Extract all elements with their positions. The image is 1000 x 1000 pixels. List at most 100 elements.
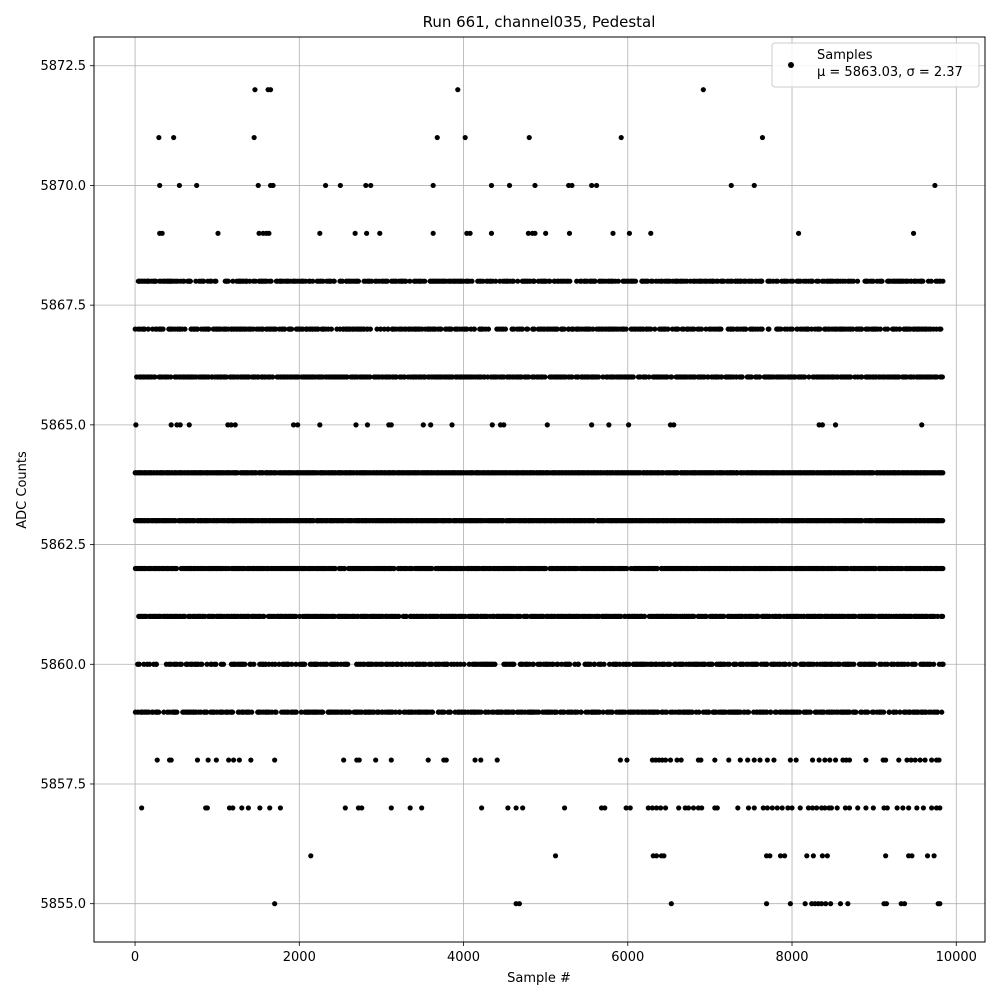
data-point [231, 757, 237, 763]
data-point [225, 278, 231, 284]
data-point [782, 853, 788, 859]
data-point [536, 709, 542, 715]
data-point [213, 661, 219, 667]
data-point [257, 805, 263, 811]
data-point [602, 805, 608, 811]
data-point [751, 182, 757, 189]
data-point [832, 757, 839, 763]
data-point [877, 326, 883, 332]
data-point [712, 757, 718, 763]
data-point [764, 661, 770, 667]
data-point [793, 757, 799, 763]
data-point [645, 805, 651, 811]
data-point [232, 422, 238, 428]
data-point [842, 805, 848, 811]
data-point [587, 661, 594, 667]
data-point [793, 661, 799, 667]
data-point [850, 326, 856, 332]
data-point [809, 805, 816, 811]
data-point [852, 613, 858, 619]
data-point [908, 757, 914, 763]
data-point [590, 326, 596, 332]
data-point [764, 757, 770, 763]
data-point [649, 805, 656, 811]
data-point [133, 422, 139, 428]
data-point [561, 326, 567, 332]
data-point [774, 278, 781, 284]
data-point [462, 134, 468, 141]
data-point [737, 757, 743, 763]
data-point [419, 805, 425, 811]
data-point [332, 565, 338, 572]
data-point [804, 853, 810, 859]
data-point [168, 374, 174, 380]
data-point [936, 757, 942, 763]
data-point [618, 613, 624, 619]
data-point [420, 422, 426, 428]
data-point [822, 757, 828, 763]
data-point [778, 326, 784, 332]
data-point [492, 661, 498, 667]
data-point [802, 374, 808, 380]
data-point [771, 757, 777, 763]
data-point [566, 230, 573, 236]
data-point [779, 805, 785, 811]
data-point [268, 278, 274, 284]
data-point [317, 230, 323, 236]
data-point [277, 805, 284, 811]
data-point [718, 326, 724, 332]
data-point [270, 182, 276, 189]
data-point [479, 805, 485, 811]
data-point [934, 613, 941, 619]
data-point [754, 661, 760, 667]
data-point [308, 853, 314, 859]
data-point [626, 230, 633, 236]
data-point [745, 757, 751, 763]
data-point [443, 757, 449, 763]
data-point [530, 661, 537, 667]
data-point [407, 805, 413, 811]
data-point [623, 805, 629, 811]
data-point [805, 805, 812, 811]
data-point [669, 374, 675, 380]
data-point [367, 326, 373, 332]
data-point [182, 326, 188, 332]
data-point [215, 230, 221, 236]
data-point [317, 422, 323, 428]
data-point [828, 901, 834, 907]
data-point [782, 661, 788, 667]
data-point [251, 661, 257, 667]
data-point [266, 230, 272, 236]
data-point [939, 374, 945, 380]
data-point [698, 326, 705, 332]
data-point [787, 901, 793, 907]
data-point [709, 661, 715, 667]
data-point [940, 278, 946, 284]
data-point [324, 661, 330, 667]
data-point [255, 182, 261, 189]
data-point [555, 661, 561, 667]
data-point [745, 805, 752, 811]
data-point [870, 278, 876, 284]
data-point [789, 805, 795, 811]
data-point [434, 134, 440, 141]
data-points [132, 87, 946, 907]
data-point [920, 805, 927, 811]
data-point [550, 661, 556, 667]
data-point [786, 661, 792, 667]
data-point [615, 278, 621, 284]
data-point [485, 326, 492, 332]
data-point [289, 661, 295, 667]
data-point [871, 661, 878, 667]
data-point [472, 757, 478, 763]
data-point [247, 278, 253, 284]
data-point [592, 278, 598, 284]
data-point [827, 757, 833, 763]
data-point [359, 805, 365, 811]
data-point [900, 805, 906, 811]
data-point [511, 661, 517, 667]
data-point [667, 661, 673, 667]
data-point [399, 661, 405, 667]
data-point [901, 901, 908, 907]
data-point [531, 278, 537, 284]
